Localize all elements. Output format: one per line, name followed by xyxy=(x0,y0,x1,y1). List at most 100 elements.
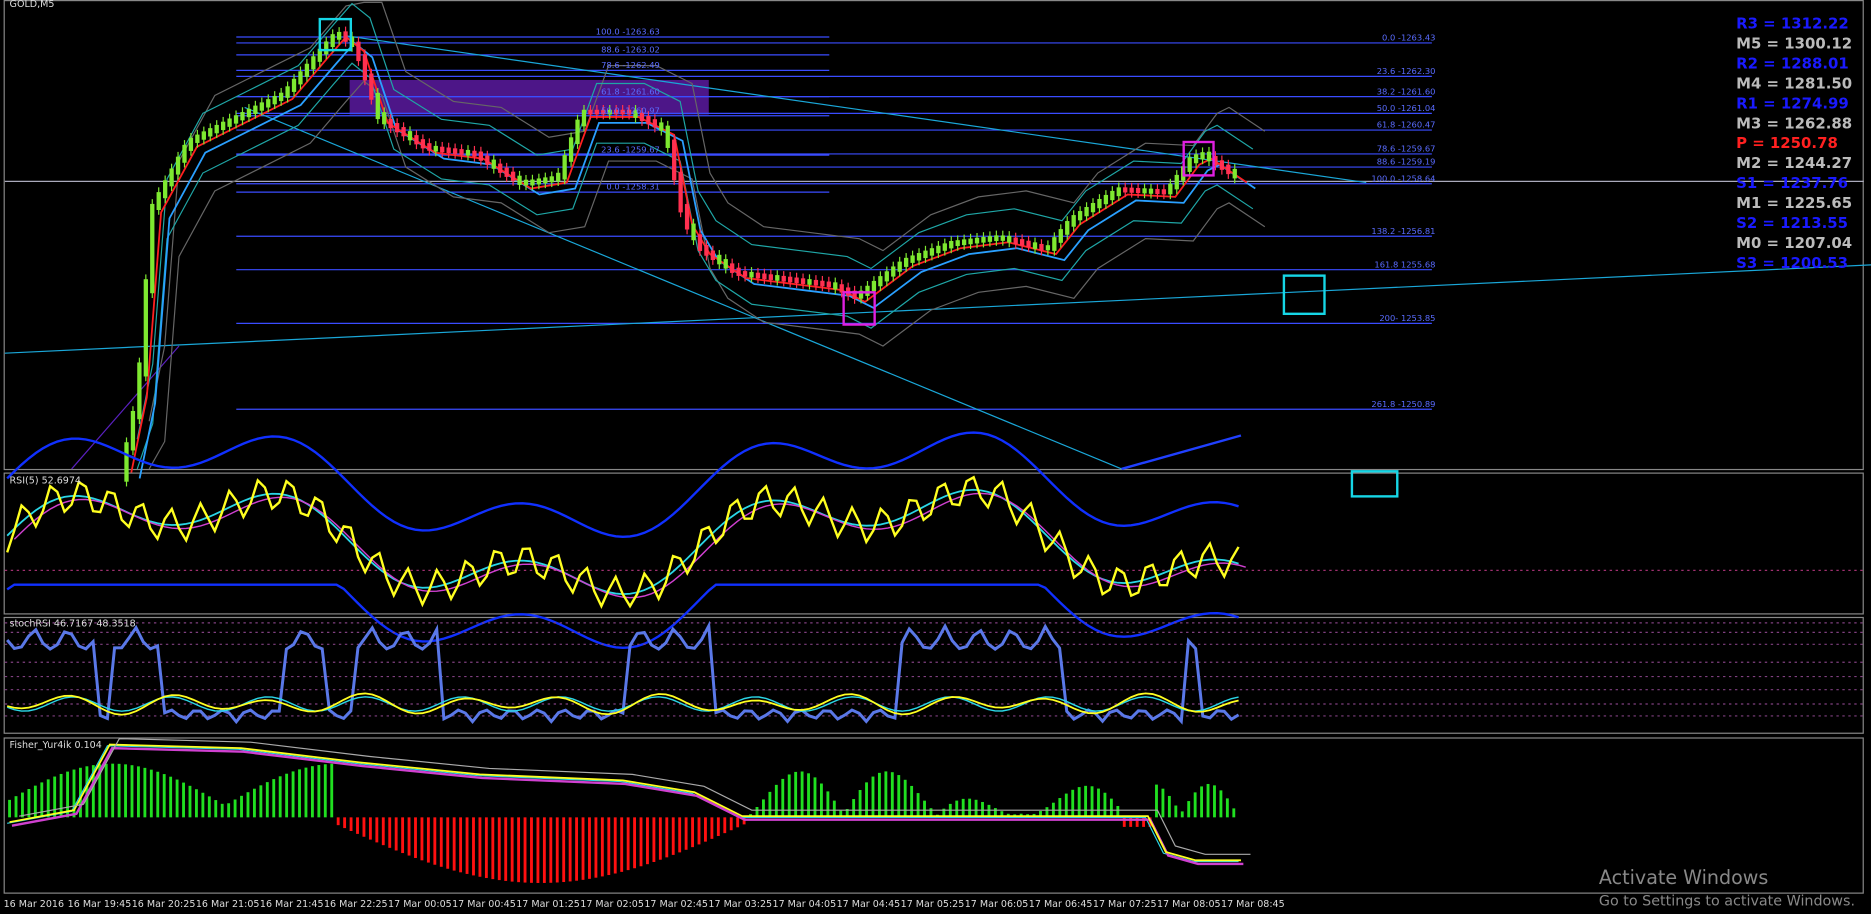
candle xyxy=(723,259,728,269)
fisher-bar xyxy=(156,771,160,818)
candle xyxy=(897,261,902,272)
candle xyxy=(530,179,535,186)
fisher-bar xyxy=(929,808,933,818)
candle xyxy=(201,131,206,140)
fib-label: 50.0 -1261.04 xyxy=(1377,103,1436,113)
candle xyxy=(826,281,831,288)
fisher-line xyxy=(19,737,1251,855)
fisher-bar xyxy=(510,817,514,882)
candle xyxy=(942,243,947,251)
fisher-bar xyxy=(117,763,121,818)
fisher-bar xyxy=(497,817,501,881)
fisher-bar xyxy=(755,806,759,818)
fisher-bar xyxy=(530,817,533,883)
fisher-bar xyxy=(40,782,44,818)
candle xyxy=(1219,160,1225,170)
marker xyxy=(318,17,353,52)
candle xyxy=(1129,187,1134,193)
fisher-bar xyxy=(452,817,456,871)
fisher-line xyxy=(7,745,1239,863)
trend-line xyxy=(71,345,180,470)
fisher-bar xyxy=(491,817,495,880)
fisher-bar xyxy=(130,765,134,818)
fisher-bar xyxy=(1193,792,1197,818)
fisher-bar xyxy=(807,773,810,818)
candle xyxy=(794,277,799,284)
candle xyxy=(343,31,348,42)
time-label: 17 Mar 06:45 xyxy=(1029,899,1093,910)
candle xyxy=(266,99,271,108)
band-line xyxy=(136,2,1254,440)
fisher-bar xyxy=(317,765,321,818)
candle xyxy=(1039,243,1044,251)
fisher-bar xyxy=(72,769,76,818)
fisher-bar xyxy=(652,817,656,862)
fisher-bar xyxy=(394,817,398,851)
fib-label: 78.6 -1262.49 xyxy=(601,60,660,70)
candle xyxy=(446,147,451,154)
stoch-ma xyxy=(6,692,1239,716)
pivot-level: S1 = 1237.76 xyxy=(1736,174,1848,192)
fisher-bar xyxy=(459,817,463,873)
candle xyxy=(137,362,142,420)
candle xyxy=(1045,245,1051,251)
fisher-bar xyxy=(1058,798,1062,818)
pivot-level: R3 = 1312.22 xyxy=(1736,15,1849,33)
time-label: 17 Mar 03:25 xyxy=(708,899,772,910)
fisher-bar xyxy=(330,763,334,818)
candle xyxy=(543,177,548,184)
candle xyxy=(704,245,709,256)
fisher-bar xyxy=(33,785,37,818)
fisher-bar xyxy=(285,773,289,818)
candle xyxy=(781,275,786,282)
fisher-panel xyxy=(3,737,1864,894)
candle xyxy=(1052,237,1057,251)
fisher-bar xyxy=(768,791,772,818)
fib-label: 161.8 1255.68 xyxy=(1374,259,1435,269)
fisher-bar xyxy=(349,817,353,831)
fisher-bar xyxy=(85,766,89,818)
candle xyxy=(968,238,973,245)
candle xyxy=(472,150,477,157)
fisher-bar xyxy=(79,767,82,818)
candle xyxy=(936,245,941,254)
fisher-bar xyxy=(871,776,875,818)
markers xyxy=(318,17,1399,498)
fisher-bar xyxy=(1187,801,1191,818)
fisher-bar xyxy=(439,817,443,867)
candle xyxy=(233,115,239,124)
candle xyxy=(672,139,677,181)
fisher-bar xyxy=(278,776,282,818)
fisher-bar xyxy=(265,782,269,818)
candle xyxy=(1174,174,1179,190)
fisher-bar xyxy=(581,817,585,880)
candle xyxy=(440,146,445,153)
fisher-bar xyxy=(845,808,849,818)
candle xyxy=(691,223,696,241)
watermark-title: Activate Windows xyxy=(1599,866,1768,889)
fisher-bar xyxy=(762,799,765,818)
fisher-bar xyxy=(1116,806,1120,818)
candle xyxy=(1058,229,1063,243)
fisher-bar xyxy=(955,800,959,818)
fisher-bar xyxy=(426,817,430,863)
candle xyxy=(916,253,922,261)
fisher-bar xyxy=(710,817,714,839)
candle xyxy=(710,250,715,261)
fisher-bar xyxy=(517,817,521,883)
candle xyxy=(1187,157,1192,172)
pivot-level: S3 = 1200.53 xyxy=(1736,254,1848,272)
candle xyxy=(1168,183,1173,195)
fisher-bar xyxy=(774,784,778,818)
fisher-bar xyxy=(336,817,340,826)
fisher-bar xyxy=(633,817,637,869)
candle xyxy=(762,273,767,280)
fisher-bar xyxy=(923,800,926,818)
fisher-bar xyxy=(104,763,108,818)
candle xyxy=(375,92,380,120)
candle xyxy=(678,171,683,213)
candle xyxy=(1110,190,1115,201)
fisher-bar xyxy=(182,782,185,818)
fisher-bar xyxy=(704,817,707,842)
fisher-bar xyxy=(987,804,991,818)
